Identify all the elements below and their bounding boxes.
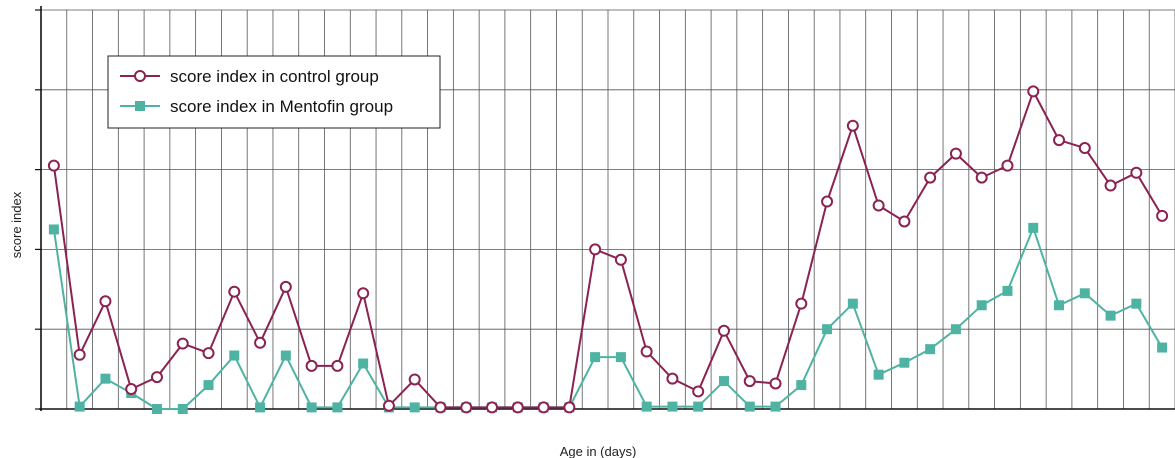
data-point	[1157, 342, 1168, 353]
data-point	[100, 373, 111, 384]
data-point	[1053, 134, 1066, 147]
data-point	[950, 324, 961, 335]
data-point	[641, 401, 652, 412]
legend-control-marker	[134, 70, 146, 82]
data-point	[279, 280, 292, 293]
data-point	[1079, 288, 1090, 299]
data-point	[614, 253, 627, 266]
data-point	[150, 371, 163, 384]
data-point	[1156, 209, 1169, 222]
legend-mentofin-marker	[135, 101, 145, 111]
data-point	[177, 404, 188, 414]
data-point	[434, 401, 447, 414]
data-point	[692, 385, 705, 398]
data-point	[872, 199, 885, 212]
data-point	[924, 171, 937, 184]
data-point	[47, 159, 60, 172]
data-point	[331, 359, 344, 372]
data-point	[1130, 166, 1143, 179]
data-point	[1001, 159, 1014, 172]
data-point	[305, 359, 318, 372]
data-point	[357, 287, 370, 300]
series-layer	[47, 85, 1169, 414]
legend: score index in control group score index…	[107, 55, 441, 129]
data-point	[640, 345, 653, 358]
data-point	[511, 401, 524, 414]
data-point	[949, 147, 962, 160]
data-point	[1002, 285, 1013, 296]
data-point	[486, 401, 499, 414]
data-point	[408, 373, 421, 386]
data-point	[203, 380, 214, 391]
data-point	[255, 402, 266, 413]
data-point	[1131, 298, 1142, 309]
data-point	[176, 337, 189, 350]
data-point	[822, 324, 833, 335]
data-point	[563, 401, 576, 414]
data-point	[228, 285, 241, 298]
data-point	[537, 401, 550, 414]
data-point	[744, 401, 755, 412]
data-point	[717, 324, 730, 337]
data-point	[229, 350, 240, 361]
data-point	[254, 336, 267, 349]
data-point	[925, 344, 936, 355]
data-point	[718, 376, 729, 387]
data-point	[202, 347, 215, 360]
data-point	[821, 195, 834, 208]
legend-mentofin-label: score index in Mentofin group	[170, 97, 393, 116]
data-point	[873, 369, 884, 380]
data-point	[382, 399, 395, 412]
data-point	[1105, 310, 1116, 321]
data-point	[976, 300, 987, 311]
data-point	[770, 401, 781, 412]
data-point	[769, 377, 782, 390]
data-point	[1027, 85, 1040, 98]
y-axis-label: score index	[9, 191, 24, 258]
data-point	[1104, 179, 1117, 192]
data-point	[590, 352, 601, 363]
data-point	[99, 295, 112, 308]
data-point	[460, 401, 473, 414]
data-point	[795, 297, 808, 310]
data-point	[589, 243, 602, 256]
data-point	[667, 401, 678, 412]
data-point	[743, 375, 756, 388]
data-point	[332, 402, 343, 413]
data-point	[693, 401, 704, 412]
legend-control-label: score index in control group	[170, 67, 379, 86]
data-point	[73, 348, 86, 361]
data-point	[48, 224, 59, 235]
data-point	[898, 215, 911, 228]
data-point	[666, 372, 679, 385]
data-point	[74, 401, 85, 412]
data-point	[899, 357, 910, 368]
data-point	[796, 380, 807, 391]
data-point	[847, 298, 858, 309]
data-point	[125, 383, 138, 396]
data-point	[1078, 142, 1091, 155]
data-point	[975, 171, 988, 184]
series-control	[47, 85, 1169, 414]
x-axis-label: Age in (days)	[560, 444, 637, 458]
data-point	[846, 119, 859, 132]
data-point	[306, 402, 317, 413]
data-point	[358, 358, 369, 369]
data-point	[615, 352, 626, 363]
legend-box	[107, 55, 441, 129]
data-point	[280, 350, 291, 361]
data-point	[151, 404, 162, 414]
data-point	[1054, 300, 1065, 311]
data-point	[1028, 222, 1039, 233]
axes	[35, 6, 1175, 411]
data-point	[409, 402, 420, 413]
